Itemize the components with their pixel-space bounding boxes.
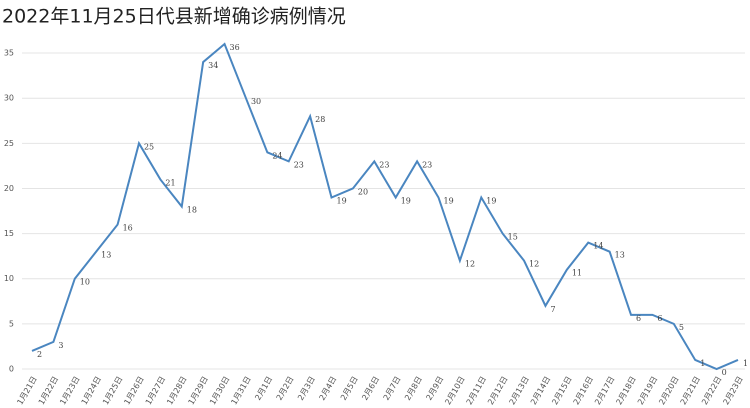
data-label: 19 <box>443 196 453 205</box>
x-tick-label: 1月30日 <box>208 375 231 407</box>
data-label: 3 <box>58 341 63 350</box>
x-tick-label: 1月28日 <box>165 375 188 407</box>
x-tick-label: 1月22日 <box>37 375 60 407</box>
data-label: 12 <box>529 260 539 269</box>
x-tick-label: 1月27日 <box>144 375 167 407</box>
data-label: 7 <box>550 305 555 314</box>
data-label: 2 <box>37 350 42 359</box>
x-tick-label: 1月21日 <box>15 375 38 407</box>
y-tick-label: 15 <box>4 229 14 238</box>
x-tick-label: 2月5日 <box>339 375 360 402</box>
y-tick-label: 10 <box>4 274 14 283</box>
x-tick-label: 2月18日 <box>614 375 637 407</box>
x-tick-label: 1月25日 <box>101 375 124 407</box>
x-tick-label: 2月23日 <box>721 375 744 407</box>
x-tick-label: 2月9日 <box>424 375 445 402</box>
chart-title: 2022年11月25日代县新增确诊病例情况 <box>2 6 346 28</box>
data-label: 28 <box>315 115 325 124</box>
data-label: 36 <box>230 43 240 52</box>
x-tick-label: 2月6日 <box>360 375 381 402</box>
x-tick-label: 2月14日 <box>529 375 552 407</box>
x-tick-label: 1月29日 <box>187 375 210 407</box>
x-tick-label: 1月23日 <box>58 375 81 407</box>
x-tick-label: 2月13日 <box>508 375 531 407</box>
x-tick-label: 2月21日 <box>679 375 702 407</box>
data-label: 5 <box>679 323 684 332</box>
y-tick-label: 5 <box>9 319 14 328</box>
data-label: 19 <box>337 196 347 205</box>
data-label: 12 <box>465 260 475 269</box>
x-tick-label: 2月11日 <box>465 375 488 407</box>
data-label: 23 <box>379 160 389 169</box>
x-tick-label: 1月24日 <box>80 375 103 407</box>
data-label: 30 <box>251 97 261 106</box>
x-tick-label: 2月1日 <box>253 375 274 402</box>
data-label: 19 <box>401 196 411 205</box>
data-label: 23 <box>294 160 304 169</box>
x-tick-label: 2月8日 <box>403 375 424 402</box>
data-label: 15 <box>508 233 518 242</box>
y-tick-label: 35 <box>4 49 14 58</box>
y-tick-label: 20 <box>4 184 14 193</box>
data-label: 19 <box>486 196 496 205</box>
data-label: 1 <box>743 359 748 368</box>
data-label: 18 <box>187 206 197 215</box>
x-tick-label: 2月19日 <box>636 375 659 407</box>
x-tick-label: 2月12日 <box>486 375 509 407</box>
data-label: 13 <box>615 251 625 260</box>
x-tick-label: 2月16日 <box>572 375 595 407</box>
data-label: 13 <box>101 251 111 260</box>
data-label: 21 <box>165 178 175 187</box>
y-tick-label: 25 <box>4 139 14 148</box>
x-tick-label: 2月17日 <box>593 375 616 407</box>
data-label: 20 <box>358 187 368 196</box>
y-tick-label: 0 <box>9 365 14 374</box>
data-label: 23 <box>422 160 432 169</box>
x-tick-label: 1月31日 <box>229 375 252 407</box>
data-label: 1 <box>700 359 705 368</box>
x-tick-label: 2月7日 <box>382 375 403 402</box>
data-label: 34 <box>208 61 218 70</box>
data-label: 6 <box>657 314 662 323</box>
x-tick-label: 2月15日 <box>550 375 573 407</box>
data-label: 16 <box>123 224 133 233</box>
data-line <box>31 42 739 371</box>
data-label: 6 <box>636 314 641 323</box>
x-tick-label: 2月2日 <box>275 375 296 402</box>
x-tick-label: 2月4日 <box>318 375 339 402</box>
data-label: 10 <box>80 278 90 287</box>
x-tick-label: 2月22日 <box>700 375 723 407</box>
x-tick-label: 1月26日 <box>122 375 145 407</box>
data-label: 24 <box>272 151 282 160</box>
y-tick-label: 30 <box>4 94 14 103</box>
data-label: 14 <box>593 242 603 251</box>
data-label: 11 <box>572 269 582 278</box>
x-tick-label: 2月10日 <box>443 375 466 407</box>
x-tick-label: 2月20日 <box>657 375 680 407</box>
data-label: 0 <box>722 368 727 377</box>
x-tick-label: 2月3日 <box>296 375 317 402</box>
data-label: 25 <box>144 142 154 151</box>
